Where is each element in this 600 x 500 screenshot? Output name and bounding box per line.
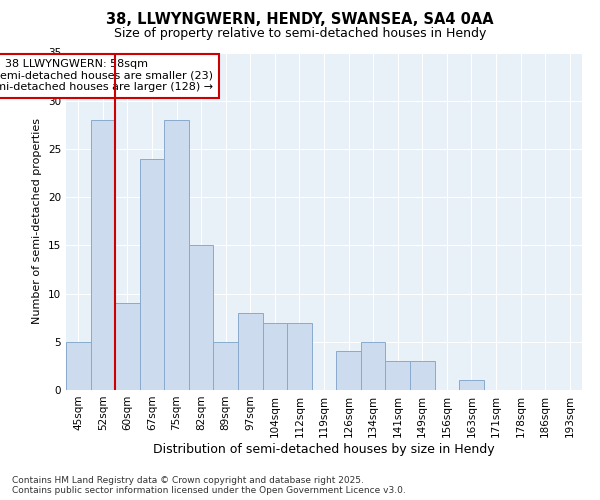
Bar bbox=[214, 342, 238, 390]
Bar bbox=[459, 380, 484, 390]
Bar bbox=[287, 322, 312, 390]
Bar bbox=[115, 303, 140, 390]
Bar bbox=[238, 313, 263, 390]
Bar bbox=[336, 352, 361, 390]
Bar bbox=[91, 120, 115, 390]
Text: Size of property relative to semi-detached houses in Hendy: Size of property relative to semi-detach… bbox=[114, 28, 486, 40]
Bar bbox=[189, 246, 214, 390]
Bar bbox=[164, 120, 189, 390]
Bar bbox=[385, 361, 410, 390]
Y-axis label: Number of semi-detached properties: Number of semi-detached properties bbox=[32, 118, 43, 324]
Bar bbox=[140, 158, 164, 390]
Bar bbox=[66, 342, 91, 390]
Text: Contains HM Land Registry data © Crown copyright and database right 2025.
Contai: Contains HM Land Registry data © Crown c… bbox=[12, 476, 406, 495]
Bar bbox=[263, 322, 287, 390]
Bar bbox=[410, 361, 434, 390]
Text: 38, LLWYNGWERN, HENDY, SWANSEA, SA4 0AA: 38, LLWYNGWERN, HENDY, SWANSEA, SA4 0AA bbox=[106, 12, 494, 28]
Bar bbox=[361, 342, 385, 390]
X-axis label: Distribution of semi-detached houses by size in Hendy: Distribution of semi-detached houses by … bbox=[153, 442, 495, 456]
Text: 38 LLWYNGWERN: 58sqm
← 15% of semi-detached houses are smaller (23)
84% of semi-: 38 LLWYNGWERN: 58sqm ← 15% of semi-detac… bbox=[0, 59, 214, 92]
